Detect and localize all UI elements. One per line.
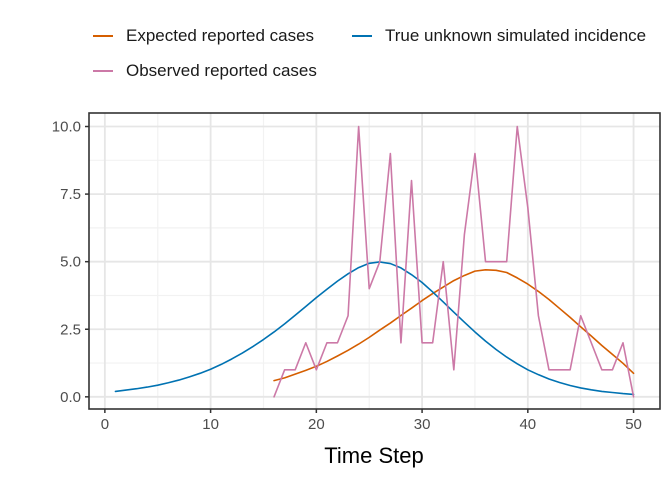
axes: 0 10 20 30 40 50 0.0 2.5 5.0 7.5 10.0 bbox=[52, 119, 642, 433]
x-tick-label: 40 bbox=[519, 416, 536, 433]
legend-key-observed bbox=[93, 70, 113, 72]
legend-item-true-incidence: True unknown simulated incidence bbox=[352, 26, 646, 46]
y-tick-label: 0.0 bbox=[60, 389, 81, 406]
legend-label-expected: Expected reported cases bbox=[126, 26, 315, 45]
legend-item-expected: Expected reported cases bbox=[93, 26, 314, 46]
y-tick-label: 10.0 bbox=[52, 119, 81, 136]
x-tick-label: 20 bbox=[308, 416, 325, 433]
series-line-1 bbox=[114, 261, 635, 396]
legend-label-true-incidence: True unknown simulated incidence bbox=[385, 26, 647, 45]
series-line-0 bbox=[273, 268, 635, 382]
legend: Expected reported cases True unknown sim… bbox=[0, 0, 672, 100]
y-tick-label: 5.0 bbox=[60, 254, 81, 271]
series-group bbox=[114, 125, 635, 398]
y-tick-label: 7.5 bbox=[60, 186, 81, 203]
series-line-2 bbox=[273, 125, 635, 398]
x-tick-label: 30 bbox=[414, 416, 431, 433]
legend-key-expected bbox=[93, 35, 113, 37]
x-tick-label: 50 bbox=[625, 416, 642, 433]
legend-label-observed: Observed reported cases bbox=[126, 61, 317, 80]
legend-item-observed: Observed reported cases bbox=[93, 61, 317, 81]
x-tick-label: 0 bbox=[101, 416, 109, 433]
legend-key-true-incidence bbox=[352, 35, 372, 37]
x-axis-title: Time Step bbox=[324, 443, 423, 468]
grid bbox=[89, 113, 660, 409]
y-tick-label: 2.5 bbox=[60, 321, 81, 338]
x-tick-label: 10 bbox=[202, 416, 219, 433]
